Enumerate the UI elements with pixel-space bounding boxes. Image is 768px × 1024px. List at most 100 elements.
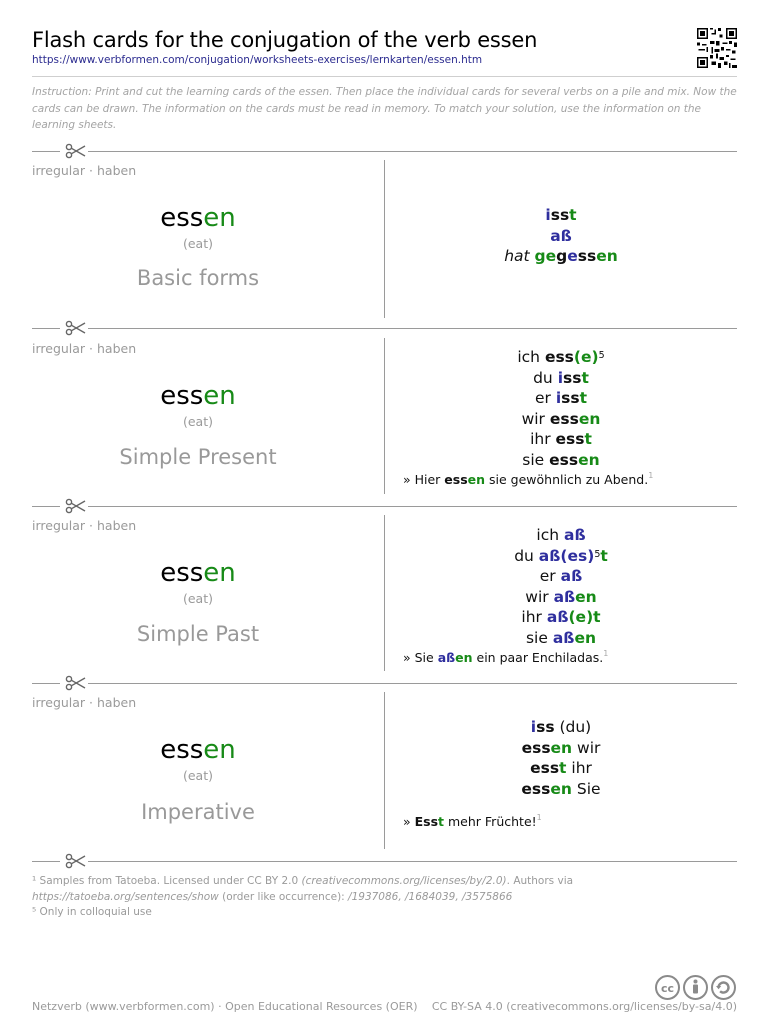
text-run: en xyxy=(578,409,601,428)
text-run: Sie xyxy=(571,779,601,798)
card-form-name: Imperative xyxy=(141,800,255,824)
text-run: ihr xyxy=(530,430,556,448)
text-run: ihr xyxy=(566,759,592,777)
card-verb: essen xyxy=(160,381,236,411)
conjugation-line: er isst xyxy=(385,388,737,409)
text-run: i xyxy=(545,206,551,224)
conjugation-line: iss (du) xyxy=(385,717,737,738)
text-run: ess xyxy=(521,738,551,757)
cc-by-sa-icon: cc xyxy=(655,975,736,1000)
text-run: » xyxy=(403,814,415,829)
text-run: sie xyxy=(525,628,553,647)
card-meta: irregular · haben xyxy=(32,518,137,533)
text-run: aß xyxy=(563,526,586,544)
text-run: ich xyxy=(536,526,564,544)
text-run: er xyxy=(539,567,561,585)
footnote-1: ¹ Samples from Tatoeba. Licensed under C… xyxy=(32,875,574,903)
scissors-icon xyxy=(65,853,86,869)
card-meta: irregular · haben xyxy=(32,695,137,710)
text-run: t xyxy=(593,608,601,626)
text-run: g xyxy=(556,247,568,265)
card-translation: (eat) xyxy=(182,414,213,429)
text-run: Ess xyxy=(414,814,439,829)
text-run: t xyxy=(559,759,567,777)
conjugation-line: hat gegessen xyxy=(385,246,737,267)
card-divider xyxy=(384,692,385,849)
text-run: aß xyxy=(546,608,569,626)
text-run: en xyxy=(455,650,473,665)
conjugation-line: er aß xyxy=(385,566,737,587)
card-answer: isst aß hat gegessen xyxy=(385,205,737,267)
text-run: i xyxy=(555,389,562,407)
card-verb: essen xyxy=(160,735,236,765)
text-run: en xyxy=(574,628,597,647)
scissors-icon xyxy=(65,498,86,514)
text-run: ess xyxy=(549,450,579,469)
conjugation-line: sie aßen xyxy=(385,628,737,649)
page-title: Flash cards for the conjugation of the v… xyxy=(32,28,538,52)
text-run: ss xyxy=(536,718,555,736)
text-run: wir xyxy=(521,409,550,428)
footer-publisher: Netzverb (www.verbformen.com) · Open Edu… xyxy=(32,1000,418,1013)
footer-license: CC BY-SA 4.0 (creativecommons.org/licens… xyxy=(431,1000,737,1013)
qr-code-icon xyxy=(697,28,737,68)
text-run: (es) xyxy=(560,546,595,565)
text-run: ein paar Enchiladas. xyxy=(472,650,604,665)
card-example: » Esst mehr Früchte!1 xyxy=(403,813,542,829)
text-run: ess xyxy=(530,759,560,777)
conjugation-line: ihr aß(e)t xyxy=(385,607,737,628)
card-verb: essen xyxy=(160,558,236,588)
source-url[interactable]: https://www.verbformen.com/conjugation/w… xyxy=(32,54,483,66)
text-run: ss xyxy=(563,368,582,387)
card-form-name: Basic forms xyxy=(136,266,260,290)
text-run: (du) xyxy=(554,718,592,736)
card-translation: (eat) xyxy=(182,768,213,783)
text-run: sie xyxy=(522,450,550,469)
text-run: wir xyxy=(525,587,554,606)
conjugation-line: ich aß xyxy=(385,525,737,546)
cut-line xyxy=(32,675,737,691)
header-divider xyxy=(32,76,737,77)
text-run: ess xyxy=(544,348,574,366)
text-run: i xyxy=(530,718,537,736)
card-meta: irregular · haben xyxy=(32,163,137,178)
text-run: mehr Früchte! xyxy=(444,814,537,829)
text-run: t xyxy=(569,206,577,224)
card-verb: essen xyxy=(160,203,236,233)
card-example: » Hier essen sie gewöhnlich zu Abend.1 xyxy=(403,471,654,487)
text-run: aß xyxy=(550,226,572,245)
cut-line xyxy=(32,853,737,869)
conjugation-line: essen wir xyxy=(385,738,737,759)
text-run: 5 xyxy=(594,548,601,560)
card-translation: (eat) xyxy=(182,236,213,251)
svg-text:cc: cc xyxy=(661,982,674,995)
conjugation-line: ich ess(e)5 xyxy=(385,347,737,368)
text-run: t xyxy=(579,389,588,407)
text-run: ess xyxy=(555,430,585,448)
card-form-name: Simple Present xyxy=(119,445,277,469)
text-run: 5 xyxy=(598,350,605,361)
text-run: t xyxy=(600,546,608,565)
text-run: ss xyxy=(561,389,580,407)
text-run: en xyxy=(575,587,597,606)
conjugation-line: sie essen xyxy=(385,450,737,471)
text-run: ess xyxy=(444,472,468,487)
text-run: du xyxy=(533,368,558,387)
text-run: hat xyxy=(504,247,535,265)
card-meta: irregular · haben xyxy=(32,341,137,356)
text-run: aß xyxy=(553,587,576,606)
conjugation-line: du isst xyxy=(385,368,737,389)
card-divider xyxy=(384,338,385,494)
card-translation: (eat) xyxy=(182,591,213,606)
text-run: du xyxy=(514,546,539,565)
scissors-icon xyxy=(65,143,86,159)
conjugation-line: isst xyxy=(385,205,737,226)
card-answer: iss (du) essen wir esst ihr essen Sie xyxy=(385,717,737,799)
text-run: en xyxy=(467,472,486,487)
instruction-text: Instruction: Print and cut the learning … xyxy=(32,86,737,131)
text-run: en xyxy=(550,738,573,757)
text-run: 1 xyxy=(603,649,609,658)
card-example: » Sie aßen ein paar Enchiladas.1 xyxy=(403,649,609,665)
text-run: 1 xyxy=(648,471,654,480)
text-run: ss xyxy=(577,247,597,265)
